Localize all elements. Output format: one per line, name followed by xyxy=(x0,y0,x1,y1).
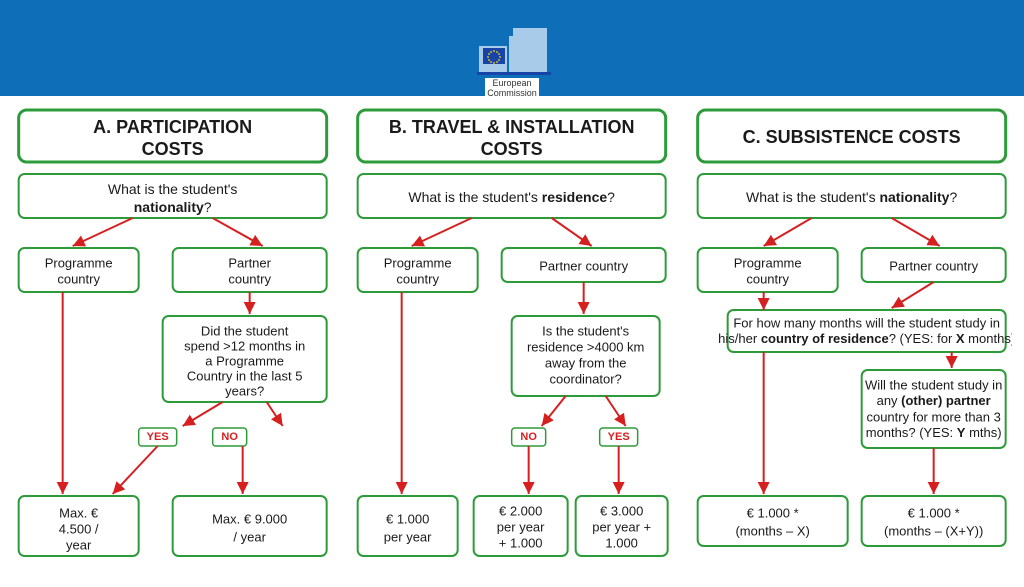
svg-text:€ 1.000 *: € 1.000 * xyxy=(746,505,798,520)
flowchart-columns: A. PARTICIPATION COSTS What is the stude… xyxy=(12,108,1012,578)
svg-text:country: country xyxy=(57,271,100,286)
svg-text:1.000: 1.000 xyxy=(606,535,639,550)
qA-bold: nationality xyxy=(134,199,204,215)
svg-text:Did the student: Did the student xyxy=(201,323,289,338)
tag-b-no: NO xyxy=(521,431,538,443)
svg-text:Programme: Programme xyxy=(45,255,113,270)
column-a: A. PARTICIPATION COSTS What is the stude… xyxy=(12,108,333,578)
title-a-line2: COSTS xyxy=(142,139,204,159)
tag-a-no: NO xyxy=(221,431,238,443)
svg-text:Max. € 9.000: Max. € 9.000 xyxy=(212,511,287,526)
svg-text:€ 2.000: € 2.000 xyxy=(499,503,542,518)
svg-text:Partner country: Partner country xyxy=(540,258,629,273)
svg-text:away from the: away from the xyxy=(545,355,627,370)
svg-text:Is the student's: Is the student's xyxy=(542,323,630,338)
svg-text:residence >4000 km: residence >4000 km xyxy=(527,339,644,354)
svg-text:What is the student's: What is the student's xyxy=(108,181,238,197)
qB-post: ? xyxy=(607,189,615,205)
svg-text:Programme: Programme xyxy=(384,255,452,270)
svg-text:year: year xyxy=(66,537,92,552)
svg-text:What is the student's residenc: What is the student's residence? xyxy=(409,189,616,205)
svg-text:€ 3.000: € 3.000 xyxy=(600,503,643,518)
qA-pre: What is the student's xyxy=(108,181,238,197)
svg-text:per year: per year xyxy=(384,529,432,544)
svg-text:(months – (X+Y)): (months – (X+Y)) xyxy=(884,523,983,538)
svg-text:per year: per year xyxy=(497,519,545,534)
svg-text:per year +: per year + xyxy=(593,519,652,534)
svg-text:/ year: / year xyxy=(233,529,266,544)
svg-text:B. TRAVEL & INSTALLATION: B. TRAVEL & INSTALLATION xyxy=(389,117,635,137)
svg-text:spend >12 months in: spend >12 months in xyxy=(184,338,305,353)
svg-text:his/her country of residence?: his/her country of residence? (YES: for … xyxy=(718,331,1012,346)
svg-text:Country in the last 5: Country in the last 5 xyxy=(187,368,303,383)
qB-bold: residence xyxy=(542,189,608,205)
svg-text:C. SUBSISTENCE COSTS: C. SUBSISTENCE COSTS xyxy=(742,127,960,147)
svg-text:Programme: Programme xyxy=(733,255,801,270)
qA-post: ? xyxy=(204,199,212,215)
svg-text:Partner: Partner xyxy=(228,255,271,270)
tag-a-yes: YES xyxy=(147,431,169,443)
svg-text:coordinator?: coordinator? xyxy=(550,371,622,386)
title-a-line1: A. PARTICIPATION xyxy=(93,117,252,137)
svg-text:country: country xyxy=(397,271,440,286)
ec-logo-label: EuropeanCommission xyxy=(485,78,539,100)
flowchart-c: C. SUBSISTENCE COSTS What is the student… xyxy=(691,108,1012,578)
svg-text:Max. €: Max. € xyxy=(59,505,99,520)
svg-text:For how many months will the s: For how many months will the student stu… xyxy=(733,315,1000,330)
tag-b-yes: YES xyxy=(608,431,630,443)
column-c: C. SUBSISTENCE COSTS What is the student… xyxy=(691,108,1012,578)
svg-text:(months – X): (months – X) xyxy=(735,523,809,538)
qC-pre: What is the student's xyxy=(746,189,879,205)
svg-text:months? (YES: Y mths): months? (YES: Y mths) xyxy=(865,425,1001,440)
svg-text:any (other) partner: any (other) partner xyxy=(876,393,990,408)
svg-text:Partner country: Partner country xyxy=(889,258,978,273)
qC-bold: nationality xyxy=(879,189,949,205)
svg-text:€ 1.000 *: € 1.000 * xyxy=(907,505,959,520)
svg-text:nationality?: nationality? xyxy=(134,199,212,215)
svg-text:years?: years? xyxy=(225,383,264,398)
ec-logo: EuropeanCommission xyxy=(457,12,567,101)
qB-pre: What is the student's xyxy=(409,189,542,205)
flowchart-b: B. TRAVEL & INSTALLATION COSTS What is t… xyxy=(351,108,672,578)
svg-text:country for more than 3: country for more than 3 xyxy=(866,409,1000,424)
header-banner: EuropeanCommission xyxy=(0,0,1024,96)
svg-text:a Programme: a Programme xyxy=(205,353,284,368)
svg-text:Will the student study in: Will the student study in xyxy=(865,377,1002,392)
flowchart-a: A. PARTICIPATION COSTS What is the stude… xyxy=(12,108,333,578)
svg-text:COSTS: COSTS xyxy=(481,139,543,159)
svg-text:+ 1.000: + 1.000 xyxy=(499,535,543,550)
qC-post: ? xyxy=(949,189,957,205)
svg-text:country: country xyxy=(746,271,789,286)
svg-text:country: country xyxy=(228,271,271,286)
svg-text:€ 1.000: € 1.000 xyxy=(386,511,429,526)
svg-text:4.500 /: 4.500 / xyxy=(59,521,99,536)
column-b: B. TRAVEL & INSTALLATION COSTS What is t… xyxy=(351,108,672,578)
svg-text:What is the student's national: What is the student's nationality? xyxy=(746,189,957,205)
